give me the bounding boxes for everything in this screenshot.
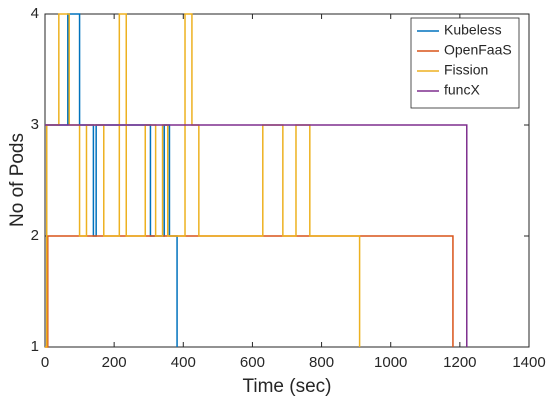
legend-label: funcX — [444, 82, 480, 98]
x-tick-label: 200 — [102, 354, 127, 371]
y-axis-label: No of Pods — [7, 133, 28, 227]
series-line — [45, 13, 178, 347]
legend-label: Fission — [444, 62, 488, 78]
x-axis-label: Time (sec) — [242, 376, 331, 397]
y-tick-label: 2 — [31, 227, 39, 244]
legend-box — [410, 17, 520, 109]
legend-label: Kubeless — [444, 22, 502, 38]
y-tick-label: 3 — [31, 116, 39, 133]
x-tick-label: 600 — [240, 354, 265, 371]
x-tick-label: 0 — [41, 354, 49, 371]
x-tick-label: 800 — [309, 354, 334, 371]
x-tick-label: 400 — [171, 354, 196, 371]
x-tick-label: 1400 — [512, 354, 545, 371]
y-tick-label: 1 — [31, 338, 39, 355]
y-tick-label: 4 — [31, 5, 39, 22]
series-line — [45, 124, 468, 347]
x-tick-label: 1200 — [443, 354, 476, 371]
x-tick-label: 1000 — [374, 354, 407, 371]
legend-label: OpenFaaS — [444, 42, 512, 58]
